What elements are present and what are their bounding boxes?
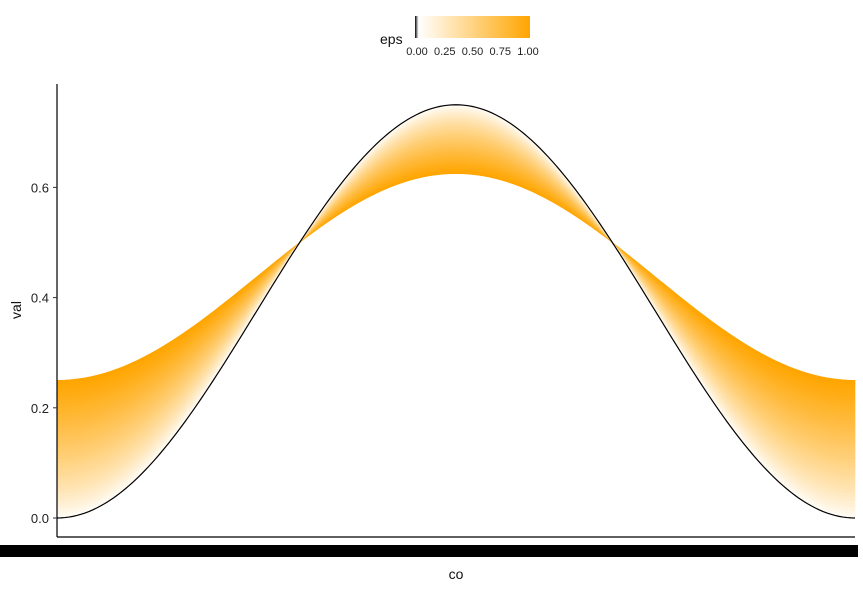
y-axis-ticks: 0.0 0.2 0.4 0.6: [31, 180, 57, 526]
legend-tick-label: 1.00: [517, 46, 538, 58]
y-axis-title: val: [8, 301, 24, 319]
legend-title: eps: [380, 31, 403, 47]
base-curve: [56, 104, 856, 519]
legend-colorbar: [415, 16, 530, 38]
x-tick-labels-dense: [0, 545, 858, 557]
y-tick-label: 0.2: [31, 401, 49, 416]
y-tick-label: 0.4: [31, 291, 49, 306]
y-tick-label: 0.6: [31, 180, 49, 195]
legend: eps 0.00 0.25 0.50 0.75 1.00: [380, 16, 539, 58]
y-tick-label: 0.0: [31, 511, 49, 526]
x-axis-title: co: [449, 566, 464, 582]
legend-tick-label: 0.25: [434, 46, 455, 58]
eps-band: [56, 104, 856, 519]
legend-ticks: 0.00 0.25 0.50 0.75 1.00: [406, 46, 538, 58]
legend-tick-label: 0.00: [406, 46, 427, 58]
legend-tick-label: 0.50: [462, 46, 483, 58]
legend-tick-label: 0.75: [490, 46, 511, 58]
band-layer-9: [56, 118, 856, 491]
